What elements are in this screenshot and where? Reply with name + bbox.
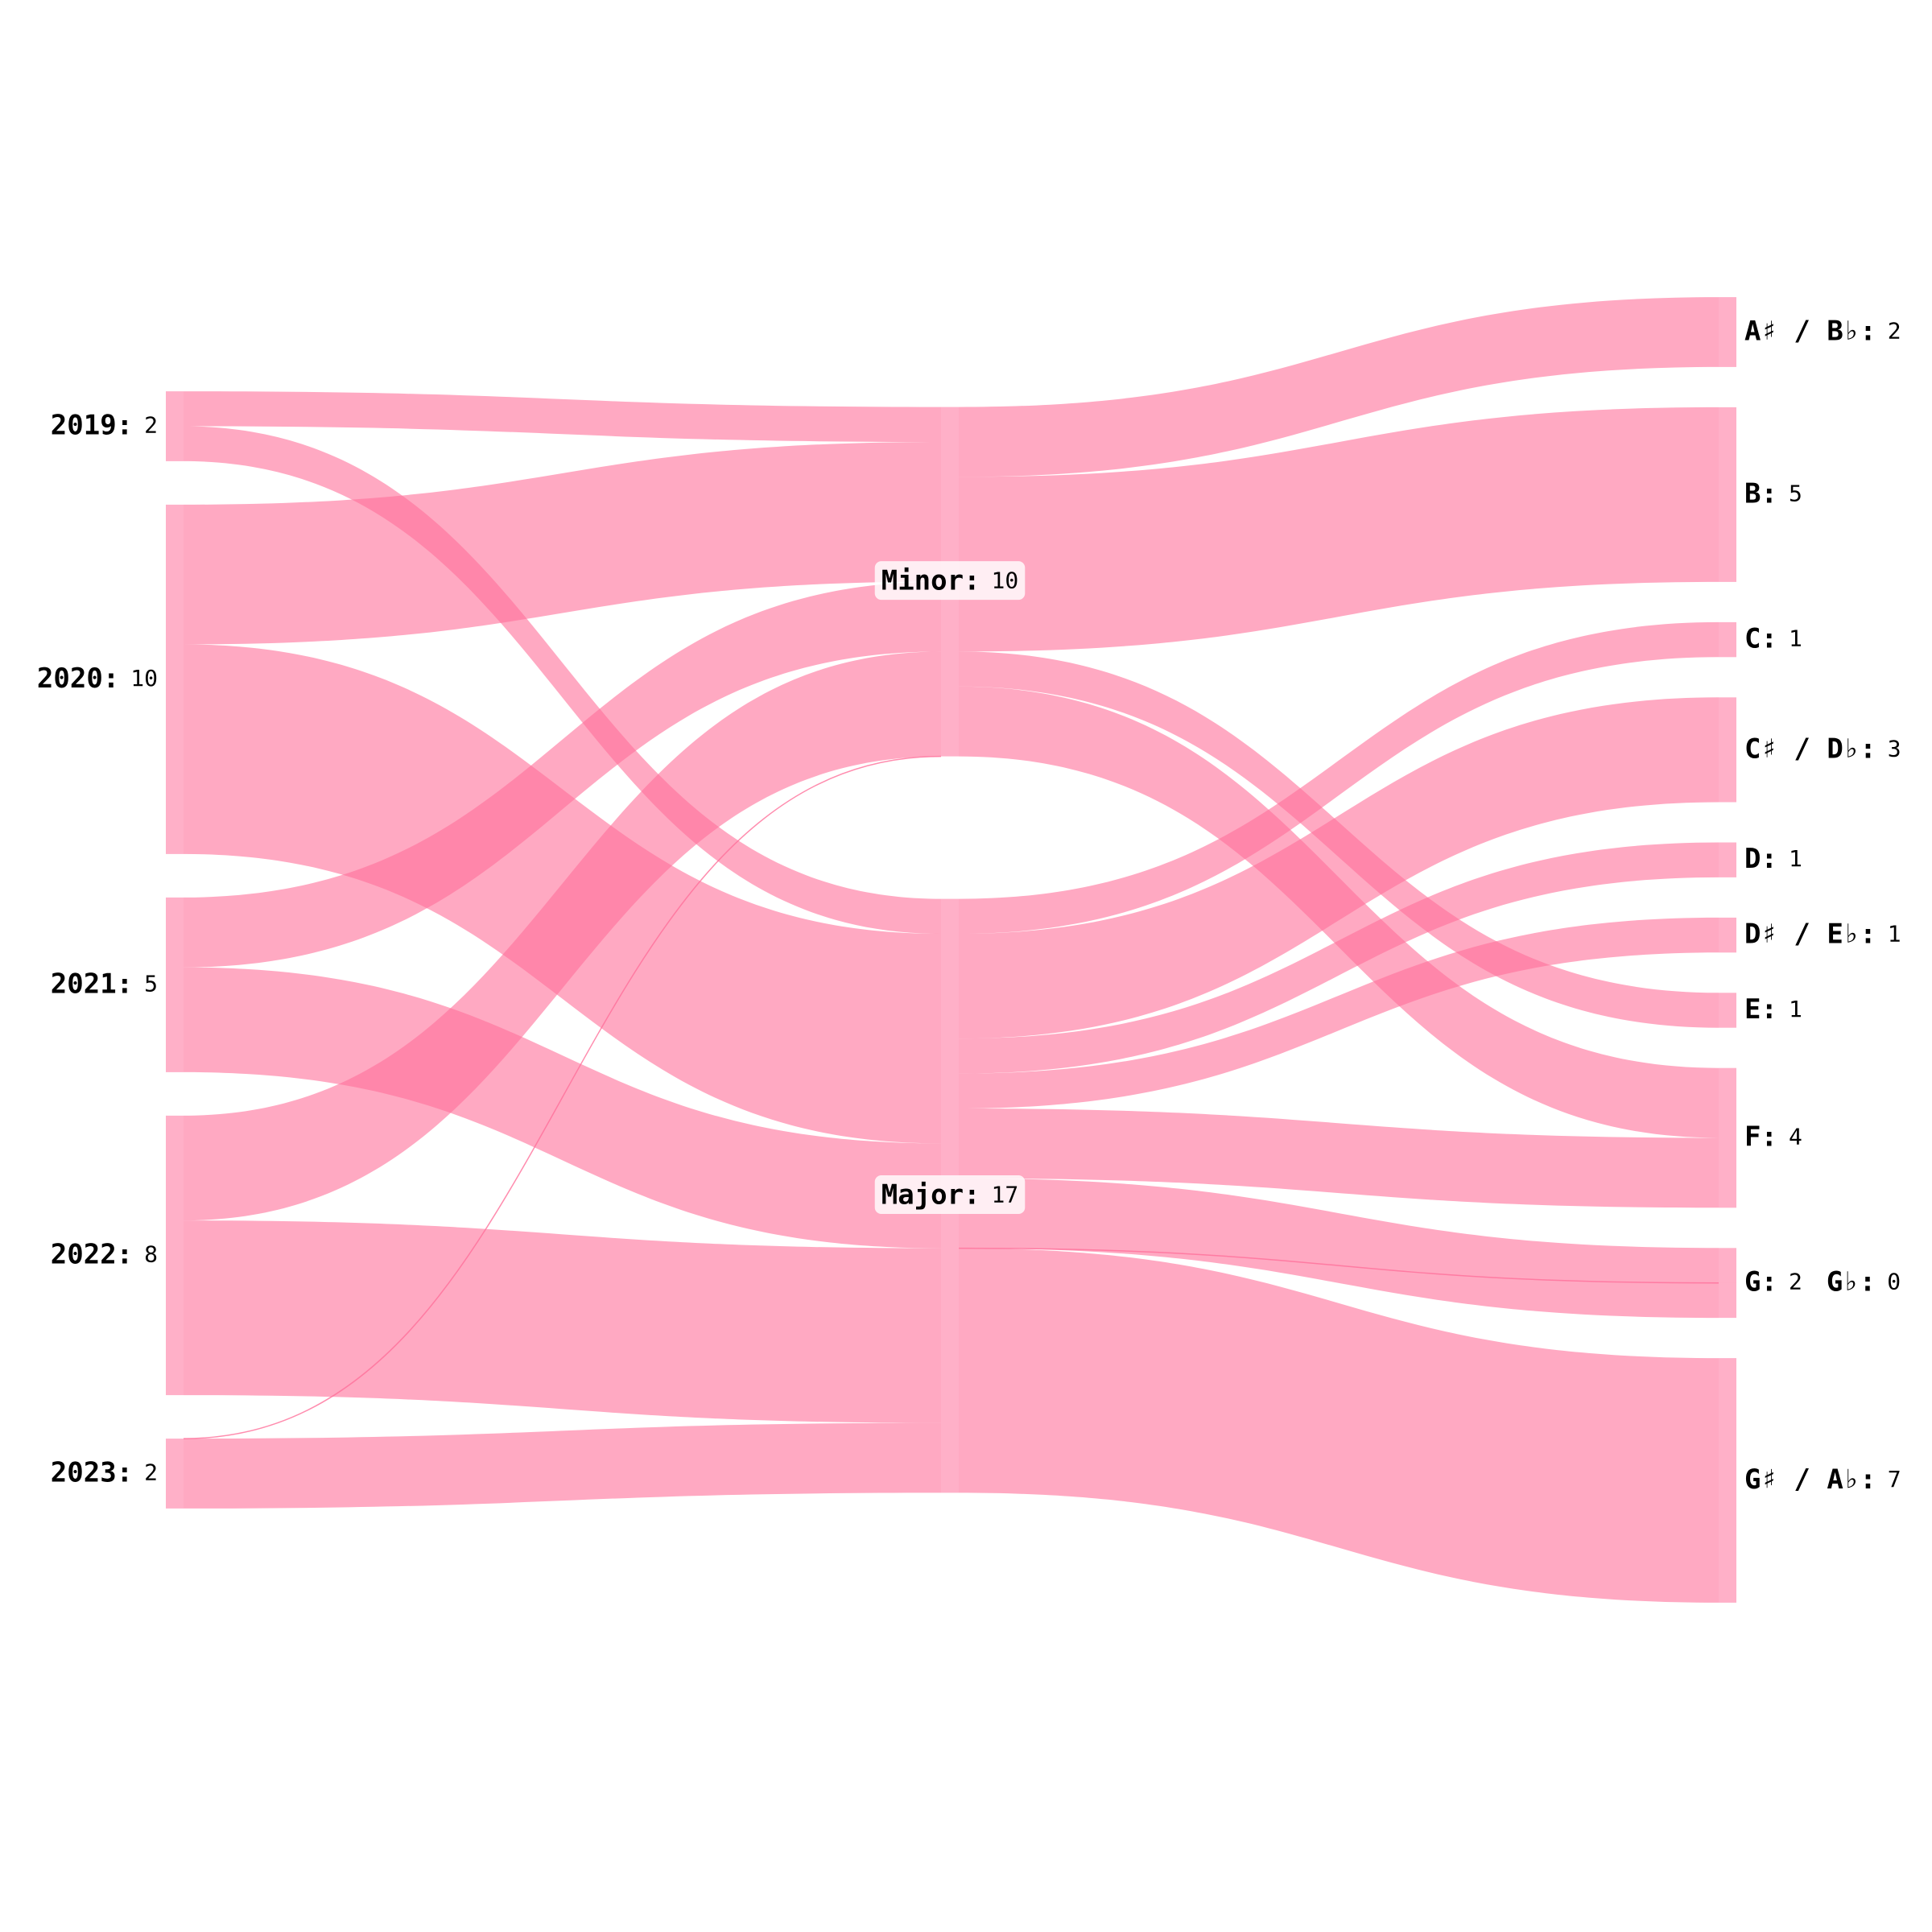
- node-value: 2: [144, 412, 158, 439]
- label-background: [874, 561, 1026, 601]
- link: [959, 621, 1719, 934]
- node-name: G:: [1744, 1265, 1777, 1298]
- node-value: 5: [1789, 480, 1802, 506]
- node: [166, 391, 184, 461]
- link: [958, 1247, 1719, 1284]
- node-name: 2023:: [51, 1456, 133, 1488]
- node: [1719, 1358, 1736, 1603]
- link: [959, 697, 1719, 1039]
- node-label: 2023: 2: [51, 1456, 158, 1488]
- node: [1719, 407, 1736, 582]
- node: [1719, 917, 1736, 953]
- node-value: 0: [1887, 1269, 1901, 1295]
- node-name: Minor:: [881, 564, 980, 597]
- node-value: 2: [1789, 1269, 1802, 1295]
- node-name: F:: [1744, 1121, 1777, 1153]
- node: [1719, 1067, 1736, 1208]
- node-value: 4: [1789, 1124, 1802, 1150]
- node-label: E: 1: [1744, 993, 1802, 1026]
- link: [184, 651, 941, 1221]
- node: [166, 1115, 184, 1396]
- label-background: [874, 1175, 1026, 1214]
- link: [184, 426, 941, 934]
- node-name: C:: [1744, 622, 1777, 654]
- node-value: 7: [1888, 1466, 1901, 1492]
- node-label: 2022: 8: [51, 1238, 158, 1270]
- link: [959, 407, 1719, 652]
- node-value: 1: [1789, 996, 1802, 1022]
- node-value: 1: [1789, 625, 1802, 652]
- node: [1719, 842, 1736, 877]
- node: [166, 1439, 184, 1509]
- link: [959, 1248, 1719, 1603]
- node-label: F: 4: [1744, 1121, 1802, 1153]
- link: [959, 842, 1719, 1074]
- node-label: G: 2: [1744, 1265, 1802, 1298]
- node: [1719, 697, 1736, 803]
- link: [959, 1178, 1719, 1319]
- node-name: 2019:: [51, 409, 133, 441]
- node-label: 2020: 10: [37, 662, 158, 694]
- node-label: 2019: 2: [51, 409, 158, 441]
- node-name: A♯ / B♭:: [1744, 315, 1876, 347]
- link: [184, 442, 941, 645]
- link: [184, 391, 941, 442]
- node-label: G♭: 0: [1827, 1265, 1901, 1298]
- node-label: 2021: 5: [51, 968, 158, 1000]
- node: [166, 504, 184, 854]
- node-name: C♯ / D♭:: [1744, 733, 1876, 765]
- node: [166, 897, 184, 1072]
- node-name: 2021:: [51, 968, 133, 1000]
- node-label: C♯ / D♭: 3: [1744, 733, 1901, 765]
- node-label: C: 1: [1744, 622, 1802, 654]
- link: [959, 297, 1719, 477]
- link: [184, 581, 941, 968]
- link: [959, 917, 1719, 1108]
- node-label: G♯ / A♭: 7: [1744, 1463, 1901, 1496]
- node-label: Major: 17: [881, 1179, 1019, 1211]
- link: [959, 1108, 1719, 1208]
- node-name: B:: [1744, 477, 1777, 510]
- node-label: D: 1: [1744, 843, 1802, 875]
- node: [1719, 993, 1736, 1028]
- link: [183, 755, 942, 1439]
- node-value: 5: [144, 970, 158, 997]
- node-label: D♯ / E♭: 1: [1744, 918, 1901, 950]
- link: [184, 967, 941, 1249]
- node-value: 2: [144, 1459, 158, 1486]
- node-value: 10: [130, 665, 158, 691]
- node-value: 1: [1789, 845, 1802, 872]
- node-name: Major:: [881, 1179, 980, 1211]
- node-value: 10: [992, 568, 1019, 594]
- node-name: D♯ / E♭:: [1744, 918, 1876, 950]
- node-name: 2022:: [51, 1238, 133, 1270]
- link: [184, 1422, 941, 1509]
- node-value: 8: [144, 1241, 158, 1268]
- node-label: A♯ / B♭: 2: [1744, 315, 1901, 347]
- link: [184, 1220, 941, 1423]
- node: [1719, 621, 1736, 658]
- node-value: 1: [1888, 921, 1901, 947]
- links: [183, 297, 1719, 1603]
- node-value: 2: [1888, 318, 1901, 345]
- node-name: 2020:: [37, 662, 119, 694]
- node-name: E:: [1744, 993, 1777, 1026]
- node-name: D:: [1744, 843, 1777, 875]
- node-label: B: 5: [1744, 477, 1802, 510]
- node-value: 17: [992, 1182, 1019, 1208]
- node-label: Minor: 10: [881, 564, 1019, 597]
- node-value: 3: [1888, 735, 1901, 762]
- node-name: G♯ / A♭:: [1744, 1463, 1876, 1496]
- node-name: G♭:: [1827, 1265, 1876, 1298]
- node: [1719, 297, 1736, 367]
